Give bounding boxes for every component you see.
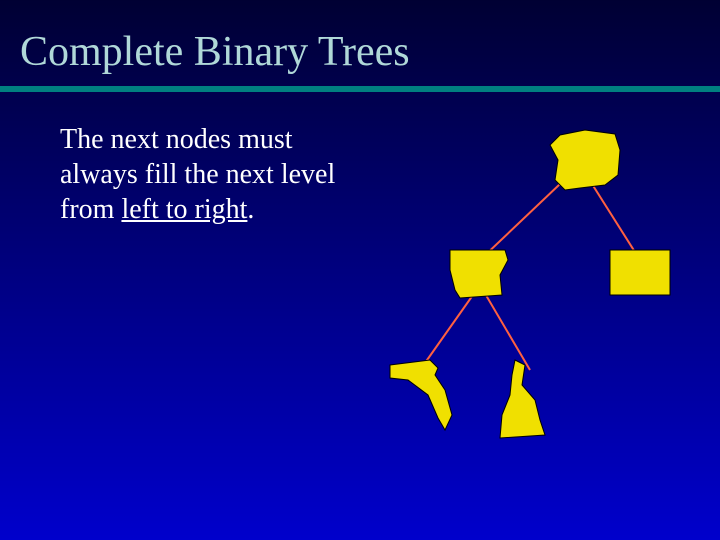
tree-nodes: [390, 130, 670, 438]
tree-edge: [480, 285, 530, 370]
tree-node-ll: [390, 360, 452, 430]
slide-title: Complete Binary Trees: [20, 28, 700, 76]
tree-diagram: [330, 110, 690, 450]
body-text: The next nodes must always fill the next…: [60, 122, 340, 227]
tree-svg: [330, 110, 690, 450]
tree-node-lr: [500, 360, 545, 438]
tree-edge: [420, 285, 480, 370]
body-suffix: .: [247, 194, 254, 225]
body-emphasis: left to right: [121, 194, 247, 225]
title-area: Complete Binary Trees: [0, 0, 720, 84]
tree-node-root: [550, 130, 620, 190]
tree-node-left: [450, 250, 508, 298]
tree-node-right: [610, 250, 670, 295]
